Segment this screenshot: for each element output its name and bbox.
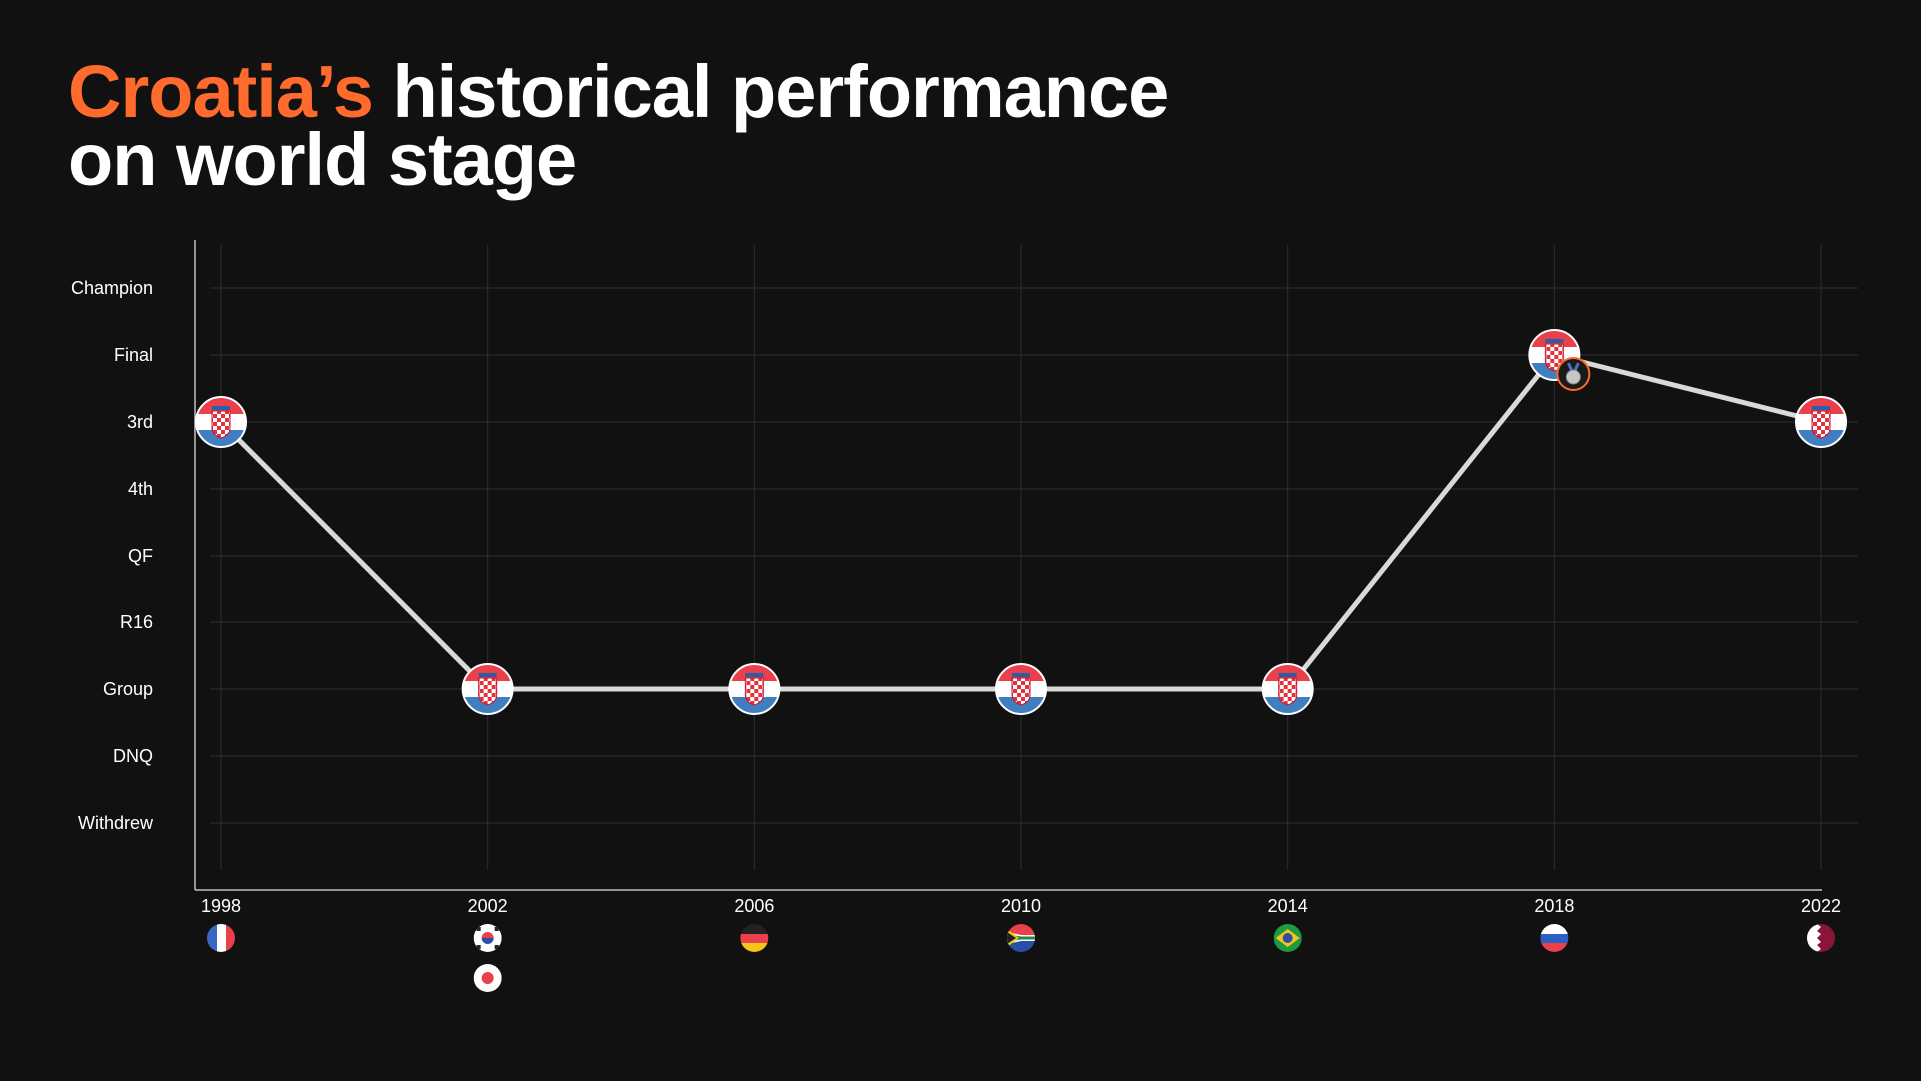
host-flags	[207, 924, 1836, 992]
x-axis-labels: 1998 2002 2006 2010 2014 2018 2022	[201, 896, 1841, 916]
x-tick-label: 2018	[1534, 896, 1574, 916]
russia-flag-icon	[1540, 924, 1569, 952]
title-line1-rest: historical performance	[372, 50, 1169, 133]
y-tick-label: Final	[114, 345, 153, 365]
france-flag-icon	[207, 924, 235, 952]
x-tick-label: 2022	[1801, 896, 1841, 916]
south-korea-flag-icon	[473, 924, 502, 952]
page-title: Croatia’s historical performance on world…	[68, 55, 1169, 197]
y-tick-label: 4th	[128, 479, 153, 499]
y-tick-label: R16	[120, 612, 153, 632]
y-tick-label: Group	[103, 679, 153, 699]
croatia-flag-icon	[461, 663, 514, 715]
croatia-flag-icon	[195, 396, 247, 448]
axes	[194, 240, 1822, 891]
croatia-flag-icon	[1261, 663, 1314, 715]
croatia-flag-icon	[728, 663, 781, 715]
silver-medal-icon	[1556, 357, 1591, 391]
croatia-flag-icon	[1795, 396, 1848, 448]
data-points	[195, 329, 1848, 715]
x-tick-label: 2002	[468, 896, 508, 916]
y-tick-label: QF	[128, 546, 153, 566]
brazil-flag-icon	[1273, 924, 1302, 952]
x-tick-label: 2014	[1268, 896, 1308, 916]
y-tick-label: Champion	[71, 278, 153, 298]
x-tick-label: 2010	[1001, 896, 1041, 916]
y-tick-label: DNQ	[113, 746, 153, 766]
japan-flag-icon	[473, 964, 502, 992]
croatia-flag-icon	[995, 663, 1048, 715]
x-tick-label: 2006	[734, 896, 774, 916]
y-axis-labels: Champion Final 3rd 4th QF R16 Group DNQ Withdrew	[71, 278, 154, 833]
y-tick-label: 3rd	[127, 412, 153, 432]
grid	[210, 245, 1858, 870]
qatar-flag-icon	[1807, 924, 1836, 952]
title-accent: Croatia’s	[68, 50, 374, 133]
x-tick-label: 1998	[201, 896, 241, 916]
germany-flag-icon	[740, 924, 769, 952]
title-line2: on world stage	[68, 118, 577, 201]
y-tick-label: Withdrew	[78, 813, 154, 833]
south-africa-flag-icon	[1007, 924, 1036, 952]
